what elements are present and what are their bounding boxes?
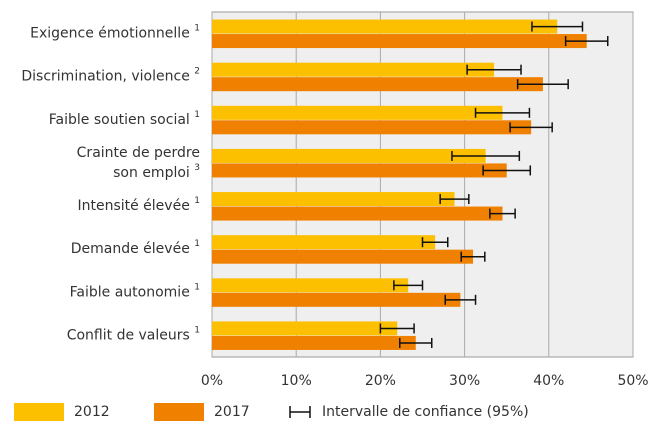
category-label: Crainte de perdre bbox=[77, 145, 200, 161]
category-note: 1 bbox=[194, 23, 200, 33]
bar bbox=[212, 235, 436, 250]
legend-label: 2012 bbox=[74, 404, 110, 420]
x-tick-label: 40% bbox=[533, 373, 564, 389]
error-bar bbox=[531, 21, 584, 32]
error-bar bbox=[516, 79, 569, 90]
error-bar bbox=[399, 337, 433, 348]
error-bar bbox=[466, 64, 522, 75]
bar bbox=[212, 148, 486, 163]
category-note: 1 bbox=[194, 282, 200, 292]
error-bar bbox=[451, 150, 521, 161]
error-bar bbox=[379, 323, 415, 334]
error-bar bbox=[564, 36, 609, 47]
bar bbox=[212, 278, 409, 293]
error-bar bbox=[421, 237, 449, 248]
category-note: 1 bbox=[194, 196, 200, 206]
bar bbox=[212, 120, 532, 135]
category-text: Demande élevée bbox=[71, 241, 190, 257]
bar bbox=[212, 34, 587, 49]
bar bbox=[212, 206, 503, 221]
x-tick-label: 10% bbox=[281, 373, 312, 389]
error-bar bbox=[444, 294, 477, 305]
category-note: 1 bbox=[194, 239, 200, 249]
bar bbox=[212, 321, 398, 336]
category-label: Conflit de valeurs 1 bbox=[67, 325, 200, 344]
bar bbox=[212, 62, 495, 77]
error-bar bbox=[509, 122, 553, 133]
category-note: 1 bbox=[194, 109, 200, 119]
category-label: Demande élevée 1 bbox=[71, 239, 200, 258]
error-bar bbox=[489, 208, 516, 219]
legend-swatch bbox=[14, 403, 64, 421]
category-text: son emploi bbox=[113, 165, 190, 181]
x-tick-label: 50% bbox=[617, 373, 648, 389]
error-bar bbox=[482, 165, 532, 176]
category-label: Exigence émotionnelle 1 bbox=[30, 23, 200, 42]
category-text: Exigence émotionnelle bbox=[30, 26, 190, 42]
x-tick-label: 30% bbox=[449, 373, 480, 389]
category-label: Intensité élevée 1 bbox=[77, 196, 200, 215]
bar bbox=[212, 19, 558, 34]
category-text: Faible autonomie bbox=[70, 284, 190, 300]
bar bbox=[212, 335, 416, 350]
category-label: Discrimination, violence 2 bbox=[21, 66, 200, 85]
error-bar bbox=[439, 194, 470, 205]
bar bbox=[212, 192, 455, 207]
legend-label: Intervalle de confiance (95%) bbox=[322, 404, 529, 420]
x-tick-label: 20% bbox=[365, 373, 396, 389]
category-note: 2 bbox=[194, 66, 200, 76]
category-text: Intensité élevée bbox=[77, 198, 189, 214]
error-bar bbox=[460, 251, 486, 262]
category-label: son emploi 3 bbox=[113, 162, 200, 181]
legend-label: 2017 bbox=[214, 404, 250, 420]
category-text: Discrimination, violence bbox=[21, 69, 189, 85]
bar bbox=[212, 292, 461, 307]
category-label: Faible soutien social 1 bbox=[49, 109, 200, 128]
error-bar bbox=[393, 280, 424, 291]
category-label: Faible autonomie 1 bbox=[70, 282, 200, 301]
legend-swatch bbox=[154, 403, 204, 421]
bar bbox=[212, 163, 507, 178]
error-bar bbox=[474, 107, 531, 118]
x-tick-label: 0% bbox=[201, 373, 223, 389]
category-note: 1 bbox=[194, 325, 200, 335]
bar bbox=[212, 105, 503, 120]
category-text: Faible soutien social bbox=[49, 112, 190, 128]
category-text: Conflit de valeurs bbox=[67, 327, 190, 343]
category-note: 3 bbox=[194, 162, 200, 172]
bar bbox=[212, 77, 543, 92]
bar bbox=[212, 249, 474, 264]
category-text: Crainte de perdre bbox=[77, 145, 200, 161]
